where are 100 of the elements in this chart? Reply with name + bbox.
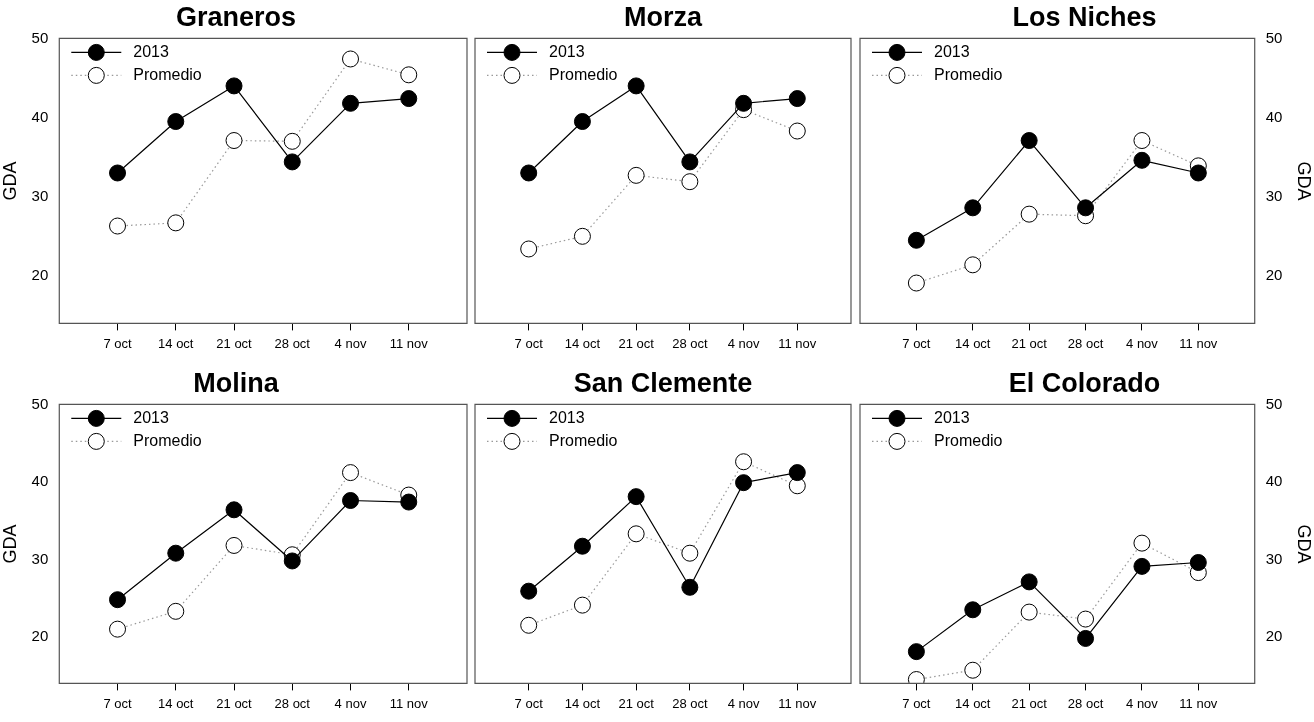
point — [167, 214, 185, 232]
point — [1133, 132, 1151, 150]
point — [520, 240, 538, 258]
legend-label: 2013 — [934, 42, 970, 60]
x-tick-label: 28 oct — [274, 335, 311, 351]
point — [109, 591, 127, 609]
y2-axis-title: GDA — [1294, 161, 1314, 201]
y-tick-label: 20 — [31, 627, 49, 645]
x-tick-label: 21 oct — [216, 695, 253, 711]
x-tick-label: 11 nov — [389, 335, 429, 351]
y-tick-label: 40 — [31, 472, 49, 490]
y2-tick-label: 30 — [1265, 186, 1283, 204]
x-tick-label: 21 oct — [1011, 695, 1048, 711]
point — [400, 90, 418, 108]
x-tick-label: 7 oct — [902, 335, 931, 351]
point — [788, 90, 806, 108]
point — [109, 620, 127, 638]
x-tick-label: 28 oct — [274, 695, 311, 711]
point — [283, 153, 301, 171]
point — [627, 525, 645, 543]
point — [109, 164, 127, 182]
point — [167, 602, 185, 620]
x-tick-label: 7 oct — [103, 695, 133, 711]
y2-tick-label: 30 — [1265, 549, 1283, 567]
x-tick-label: 14 oct — [158, 695, 194, 711]
point — [1020, 603, 1038, 621]
point — [788, 464, 806, 482]
y2-tick-label: 40 — [1265, 107, 1283, 125]
point — [964, 661, 982, 679]
point — [735, 94, 753, 112]
x-tick-label: 4 nov — [727, 695, 760, 711]
y-tick-label: 50 — [31, 28, 49, 46]
point — [1020, 205, 1038, 223]
chart-title: San Clemente — [573, 367, 753, 398]
point — [225, 501, 243, 519]
point — [788, 122, 806, 140]
legend-label: 2013 — [549, 42, 585, 60]
legend-label: Promedio — [549, 65, 618, 83]
point — [1189, 164, 1207, 182]
point — [520, 582, 538, 600]
y-tick-label: 20 — [31, 266, 49, 284]
x-tick-label: 14 oct — [955, 695, 991, 711]
x-tick-label: 28 oct — [672, 335, 708, 351]
point — [109, 217, 127, 235]
x-tick-label: 7 oct — [103, 335, 133, 351]
point — [573, 113, 591, 131]
x-tick-label: 28 oct — [672, 695, 708, 711]
point — [964, 256, 982, 274]
y-tick-label: 30 — [31, 549, 49, 567]
y2-axis-title: GDA — [1294, 524, 1314, 564]
point — [681, 173, 699, 191]
y2-tick-label: 20 — [1265, 266, 1283, 284]
x-tick-label: 7 oct — [514, 335, 544, 351]
chart-title: Graneros — [175, 1, 297, 32]
point — [681, 544, 699, 562]
y2-tick-label: 20 — [1265, 627, 1283, 645]
point — [167, 544, 185, 562]
point — [627, 77, 645, 95]
point — [342, 492, 360, 509]
point — [907, 274, 925, 292]
x-tick-label: 7 oct — [514, 695, 544, 711]
point — [283, 132, 301, 150]
chart-title: Molina — [193, 367, 280, 398]
point — [735, 453, 753, 471]
x-tick-label: 7 oct — [902, 695, 931, 711]
point — [520, 616, 538, 634]
x-tick-label: 28 oct — [1067, 695, 1104, 711]
point — [627, 166, 645, 184]
x-tick-label: 21 oct — [1011, 335, 1048, 351]
point — [342, 464, 360, 482]
point — [400, 493, 418, 511]
chart-title: Morza — [623, 1, 703, 32]
x-tick-label: 4 nov — [1126, 695, 1159, 711]
y2-tick-label: 40 — [1265, 472, 1283, 490]
point — [225, 77, 243, 95]
legend-label: 2013 — [934, 408, 970, 426]
point — [1133, 151, 1151, 169]
y-axis-title: GDA — [0, 161, 20, 201]
x-tick-label: 14 oct — [158, 335, 194, 351]
x-tick-label: 11 nov — [1179, 335, 1218, 351]
point — [627, 488, 645, 506]
legend-label: Promedio — [934, 65, 1003, 83]
y-tick-label: 40 — [31, 107, 49, 125]
point — [681, 578, 699, 596]
point — [167, 113, 185, 131]
y-tick-label: 30 — [31, 186, 49, 204]
legend-label: 2013 — [549, 408, 585, 426]
point — [225, 132, 243, 150]
point — [1189, 554, 1207, 571]
x-tick-label: 11 nov — [778, 335, 817, 351]
x-tick-label: 21 oct — [618, 695, 655, 711]
x-tick-label: 21 oct — [216, 335, 253, 351]
x-tick-label: 21 oct — [618, 335, 655, 351]
x-tick-label: 14 oct — [564, 695, 601, 711]
point — [573, 537, 591, 555]
x-tick-label: 11 nov — [389, 695, 429, 711]
point — [964, 199, 982, 217]
x-tick-label: 11 nov — [1179, 695, 1218, 711]
point — [573, 227, 591, 245]
point — [342, 50, 360, 68]
